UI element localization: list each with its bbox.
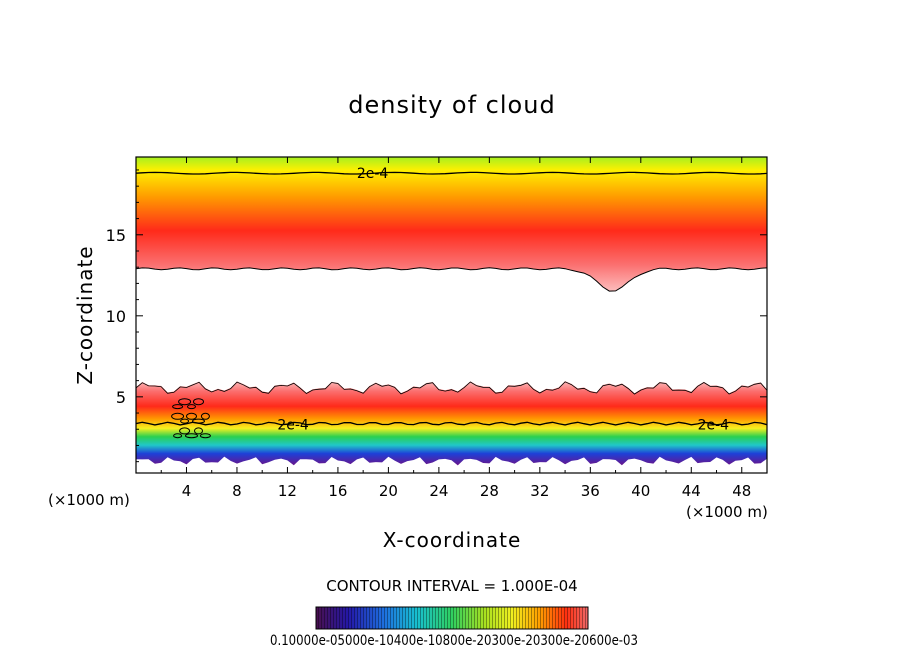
plot-area xyxy=(136,157,767,466)
contour-lines xyxy=(136,171,767,426)
x-tick-label: 12 xyxy=(278,482,297,500)
x-tick-label: 8 xyxy=(232,482,242,500)
x-tick-label: 4 xyxy=(182,482,192,500)
contour-labels: 2e-4 2e-4 2e-4 xyxy=(277,166,730,433)
chart-title: density of cloud xyxy=(348,91,555,119)
x-axis-label: X-coordinate xyxy=(383,528,522,552)
plot-frame xyxy=(135,156,768,474)
x-tick-label: 44 xyxy=(682,482,701,500)
x-tick-label: 48 xyxy=(732,482,751,500)
contour-label: 2e-4 xyxy=(277,417,309,433)
x-tick-label: 36 xyxy=(581,482,600,500)
x-tick-label: 24 xyxy=(429,482,448,500)
x-tick-label: 28 xyxy=(480,482,499,500)
x-tick-label: 32 xyxy=(530,482,549,500)
y-tick-label: 10 xyxy=(106,307,126,326)
x-tick-label: 40 xyxy=(631,482,650,500)
contour-label: 2e-4 xyxy=(357,166,389,182)
x-unit-right: (×1000 m) xyxy=(686,503,768,521)
x-unit-left: (×1000 m) xyxy=(48,491,130,509)
colorbar-frame xyxy=(315,606,589,630)
x-tick-label: 20 xyxy=(379,482,398,500)
contour-label: 2e-4 xyxy=(698,417,730,433)
contour-noise xyxy=(171,398,211,439)
y-tick-label: 15 xyxy=(106,226,126,245)
x-tick-label: 16 xyxy=(328,482,347,500)
colorbar-labels: 0.10000e-05000e-10400e-10800e-20300e-203… xyxy=(270,633,638,649)
y-axis-label: Z-coordinate xyxy=(73,245,97,384)
lower-cloud-layer xyxy=(136,381,767,466)
y-axis-ticks: 5 10 15 xyxy=(106,169,767,463)
y-tick-label: 5 xyxy=(116,388,126,407)
x-axis-ticks: 4 8 12 16 20 24 28 32 36 40 44 48 xyxy=(160,157,751,500)
colorbar-divisions xyxy=(316,607,588,629)
contour-interval: CONTOUR INTERVAL = 1.000E-04 xyxy=(326,577,577,595)
upper-cloud-layer xyxy=(136,157,767,292)
